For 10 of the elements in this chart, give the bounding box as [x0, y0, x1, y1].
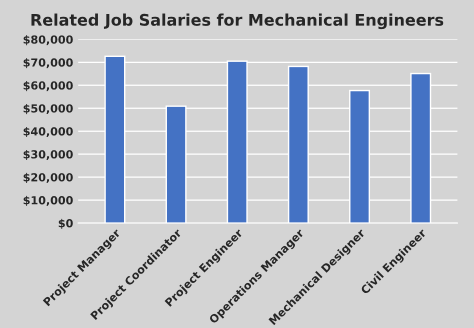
y-tick-label: $10,000	[24, 196, 73, 206]
y-tick-label: $70,000	[24, 58, 73, 68]
y-tick-label: $50,000	[24, 104, 73, 114]
y-tick-label: $0	[58, 218, 73, 229]
y-tick-label: $40,000	[24, 126, 73, 138]
y-tick-label: $20,000	[24, 172, 73, 183]
y-tick-label: $30,000	[24, 150, 73, 160]
chart-title: Related Job Salaries for Mechanical Engineers	[31, 14, 444, 30]
y-tick-label: $60,000	[24, 81, 73, 92]
y-tick-label: $80,000	[24, 35, 73, 46]
